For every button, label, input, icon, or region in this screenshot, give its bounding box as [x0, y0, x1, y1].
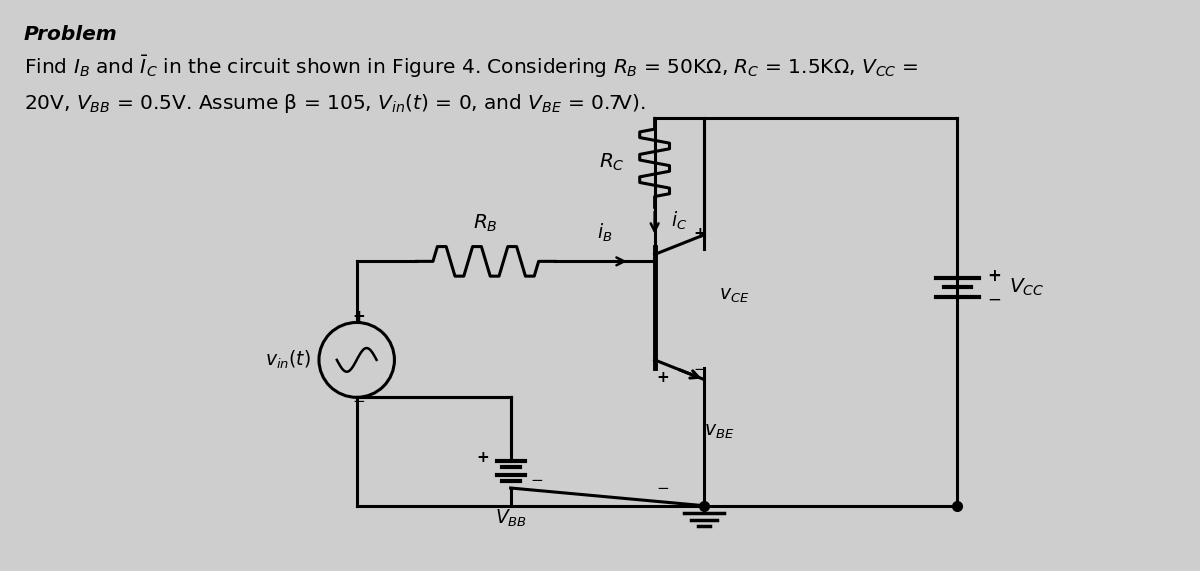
Text: $v_{CE}$: $v_{CE}$ [719, 286, 750, 305]
Text: $v_{BE}$: $v_{BE}$ [704, 423, 734, 441]
Text: $R_B$: $R_B$ [473, 212, 498, 234]
Text: $-$: $-$ [530, 471, 544, 486]
Text: $R_C$: $R_C$ [599, 152, 625, 174]
Text: +: + [353, 309, 365, 324]
Text: $i_C$: $i_C$ [671, 210, 686, 232]
Text: +: + [692, 226, 706, 240]
Text: $-$: $-$ [988, 290, 1002, 308]
Text: $-$: $-$ [692, 360, 706, 375]
Text: +: + [476, 450, 488, 465]
Text: Problem: Problem [24, 25, 118, 44]
Text: $v_{in}(t)$: $v_{in}(t)$ [265, 349, 311, 371]
Text: +: + [656, 370, 668, 385]
Text: $V_{BB}$: $V_{BB}$ [494, 508, 527, 529]
Text: +: + [988, 267, 1001, 285]
Text: $i_B$: $i_B$ [598, 222, 613, 244]
Text: 20V, $V_{BB}$ = 0.5V. Assume β = 105, $V_{in}(t)$ = 0, and $V_{BE}$ = 0.7V).: 20V, $V_{BB}$ = 0.5V. Assume β = 105, $V… [24, 92, 646, 115]
Text: $V_{CC}$: $V_{CC}$ [1009, 276, 1044, 297]
Text: $-$: $-$ [656, 478, 670, 493]
Text: Find $I_B$ and $\bar{I}_C$ in the circuit shown in Figure 4. Considering $R_B$ =: Find $I_B$ and $\bar{I}_C$ in the circui… [24, 54, 918, 81]
Text: $-$: $-$ [352, 392, 365, 408]
